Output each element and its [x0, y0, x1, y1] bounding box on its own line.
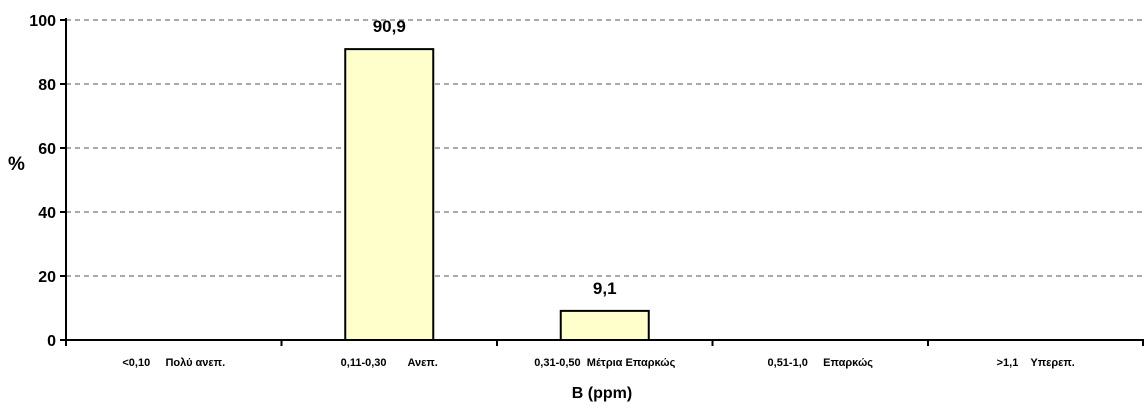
data-label: 90,9 [373, 17, 406, 36]
x-tick-label: >1,1 Υπερεπ. [997, 357, 1075, 369]
grid-lines [66, 19, 1144, 277]
x-tick-label: 0,51-1,0 Επαρκώς [768, 357, 874, 369]
bars [344, 48, 650, 342]
x-tick-label: <0,10 Πολύ ανεπ. [122, 357, 225, 369]
y-tick-label: 60 [38, 141, 56, 158]
x-tick-label: 0,11-0,30 Ανεπ. [341, 357, 438, 369]
axes [60, 18, 1144, 346]
data-label: 9,1 [593, 279, 617, 298]
bar [559, 309, 650, 342]
y-tick-label: 40 [38, 205, 56, 222]
y-tick-label: 80 [38, 77, 56, 94]
x-axis-title: B (ppm) [572, 385, 632, 402]
y-axis-title: % [8, 154, 25, 175]
y-tick-label: 0 [47, 333, 56, 350]
bar [344, 48, 435, 342]
y-tick-label: 100 [29, 13, 56, 30]
y-tick-label: 20 [38, 269, 56, 286]
labels: 0 20 40 60 80 100 90,9 9,1 <0,10 Πολύ ανεπ. 0,11-… [29, 13, 1075, 369]
x-tick-label: 0,31-0,50 Μέτρια Επαρκώς [534, 357, 675, 369]
